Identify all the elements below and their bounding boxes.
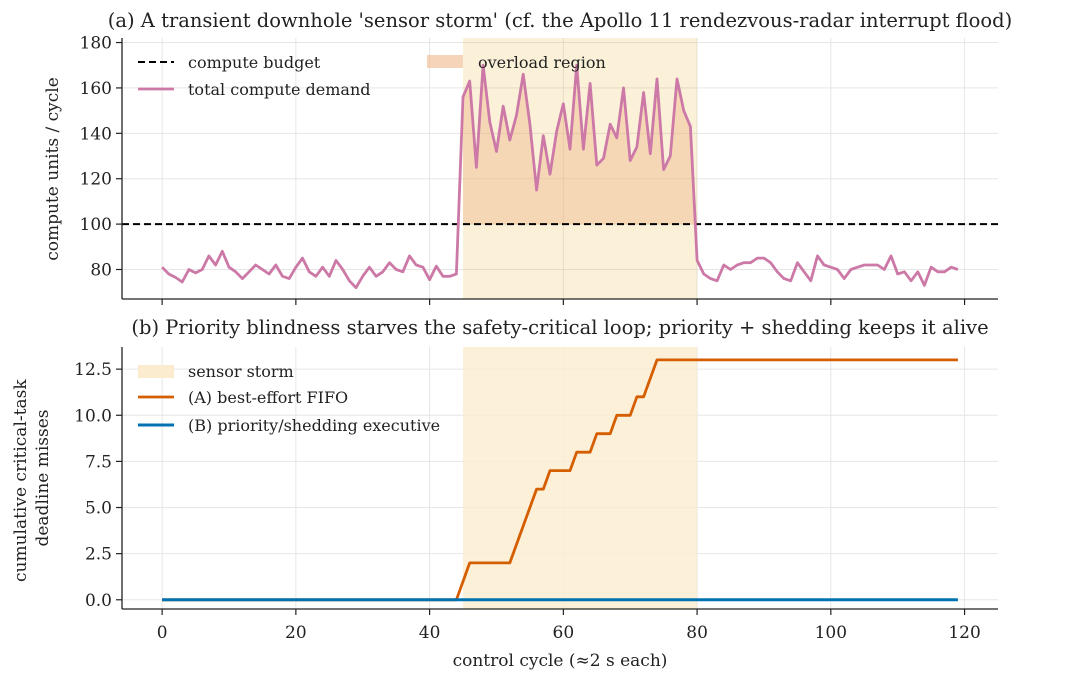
panel-a-axes (121, 38, 998, 300)
legend-overload-label: overload region (478, 53, 606, 72)
panel-b-y-axis-label-line2: deadline misses (33, 409, 53, 546)
x-tick-label: 20 (285, 623, 307, 643)
y-tick-label: 10.0 (74, 406, 112, 426)
legend-storm-swatch (138, 365, 174, 378)
y-tick-label: 180 (80, 34, 112, 54)
total-compute-demand-line (161, 63, 959, 290)
panel-b-axes (121, 347, 998, 610)
panel-a-legend: compute budget total compute demand over… (138, 53, 606, 99)
panel-a: (a) A transient downhole 'sensor storm' … (43, 9, 1012, 305)
sensor-storm-band (463, 347, 698, 609)
x-tick-label: 100 (815, 623, 847, 643)
overload-fill (463, 65, 698, 225)
x-tick-label: 0 (157, 623, 168, 643)
legend-storm-label: sensor storm (188, 362, 294, 381)
panel-a-ticks: 80 100 120 140 160 180 (80, 34, 966, 305)
y-tick-label: 0.0 (85, 591, 112, 611)
best-effort-fifo-line (162, 358, 958, 602)
legend-fifo-label: (A) best-effort FIFO (188, 388, 348, 407)
x-tick-label: 60 (553, 623, 575, 643)
legend-priority-label: (B) priority/shedding executive (188, 416, 440, 435)
panel-a-title: (a) A transient downhole 'sensor storm' … (108, 9, 1012, 32)
y-tick-label: 12.5 (74, 360, 112, 380)
x-tick-label: 120 (948, 623, 980, 643)
legend-demand-label: total compute demand (188, 80, 371, 99)
y-tick-label: 5.0 (85, 499, 112, 519)
y-tick-label: 100 (80, 215, 112, 235)
panel-b: (b) Priority blindness starves the safet… (11, 316, 998, 671)
x-tick-label: 80 (686, 623, 708, 643)
y-tick-label: 80 (90, 260, 112, 280)
y-tick-label: 2.5 (85, 545, 112, 565)
y-tick-label: 140 (80, 124, 112, 144)
y-tick-label: 160 (80, 79, 112, 99)
panel-b-y-axis-label-line1: cumulative critical-task (11, 379, 31, 582)
panel-b-ticks: 0 20 40 60 80 100 120 0.0 2.5 5.0 7.5 10.0 12.5 (74, 360, 981, 643)
legend-budget-label: compute budget (188, 53, 321, 72)
y-tick-label: 120 (80, 170, 112, 190)
panel-b-x-axis-label: control cycle (≈2 s each) (453, 651, 668, 671)
panel-b-y-axis-label: cumulative critical-task deadline misses (11, 374, 53, 582)
panel-b-legend: sensor storm (A) best-effort FIFO (B) pr… (138, 362, 440, 435)
legend-overload-swatch (427, 55, 463, 68)
panel-a-y-axis-label: compute units / cycle (43, 77, 63, 261)
panel-b-title: (b) Priority blindness starves the safet… (131, 316, 988, 339)
y-tick-label: 7.5 (85, 452, 112, 472)
x-tick-label: 40 (419, 623, 441, 643)
